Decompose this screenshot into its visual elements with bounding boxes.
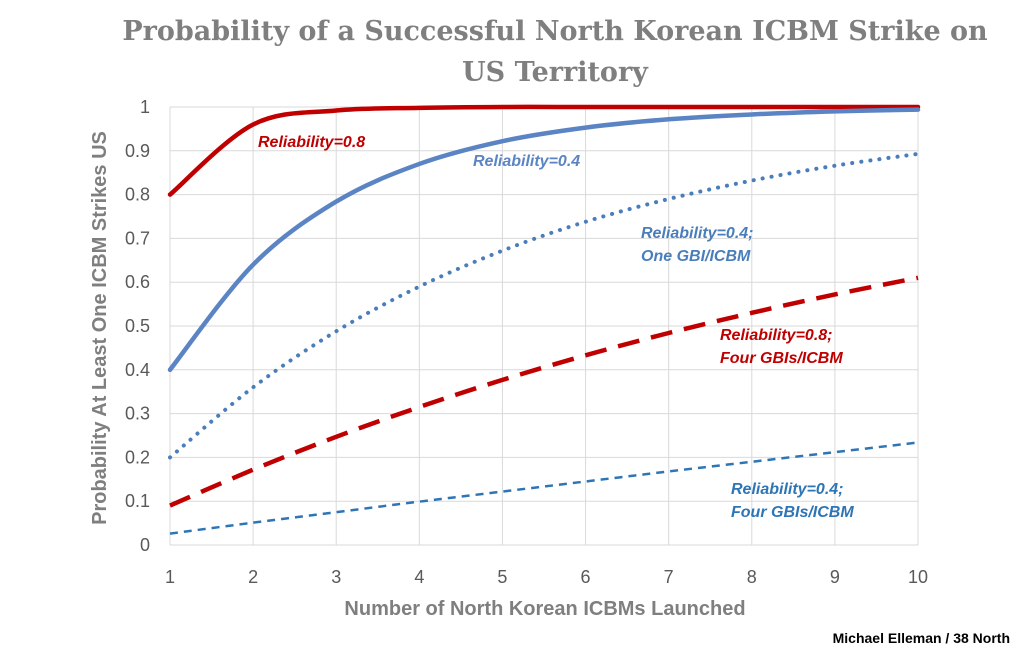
credit-text: Michael Elleman / 38 North xyxy=(833,630,1010,646)
series-label-1-line-0: Reliability=0.4 xyxy=(473,153,580,170)
x-axis-label: Number of North Korean ICBMs Launched xyxy=(344,598,745,620)
y-tick-label: 1 xyxy=(140,97,150,117)
y-axis-label: Probability At Least One ICBM Strikes US xyxy=(89,131,111,525)
series-label-2-line-1: One GBI/ICBM xyxy=(641,248,751,265)
x-tick-label: 2 xyxy=(248,567,258,587)
y-tick-label: 0.7 xyxy=(125,228,150,248)
x-axis-ticks: 1 2 3 4 5 6 7 8 9 10 xyxy=(165,567,928,587)
x-tick-label: 10 xyxy=(908,567,928,587)
series-label-3-line-0: Reliability=0.8; xyxy=(720,327,833,344)
y-tick-label: 0.6 xyxy=(125,272,150,292)
series-group xyxy=(167,104,921,535)
x-tick-label: 8 xyxy=(747,567,757,587)
y-tick-label: 0.4 xyxy=(125,360,150,380)
x-tick-label: 6 xyxy=(581,567,591,587)
series-line-0 xyxy=(167,104,921,197)
series-label-0-line-0: Reliability=0.8 xyxy=(258,134,365,151)
y-tick-label: 0.1 xyxy=(125,491,150,511)
chart-title-line-2: US Territory xyxy=(462,57,649,88)
x-tick-label: 4 xyxy=(414,567,424,587)
series-label-2-line-0: Reliability=0.4; xyxy=(641,225,754,242)
x-tick-label: 1 xyxy=(165,567,175,587)
y-axis-ticks: 0 0.1 0.2 0.3 0.4 0.5 0.6 0.7 0.8 0.9 1 xyxy=(125,97,150,555)
y-tick-label: 0.2 xyxy=(125,447,150,467)
y-tick-label: 0 xyxy=(140,535,150,555)
series-label-4-line-1: Four GBIs/ICBM xyxy=(731,504,854,521)
x-tick-label: 7 xyxy=(664,567,674,587)
y-tick-label: 0.5 xyxy=(125,316,150,336)
series-line-3 xyxy=(169,275,919,508)
y-tick-label: 0.8 xyxy=(125,185,150,205)
x-tick-label: 5 xyxy=(497,567,507,587)
series-label-4-line-0: Reliability=0.4; xyxy=(731,481,844,498)
series-line-1 xyxy=(167,107,921,373)
chart-title-line-1: Probability of a Successful North Korean… xyxy=(122,16,988,47)
series-line-2 xyxy=(168,151,920,460)
y-tick-label: 0.3 xyxy=(125,404,150,424)
gridlines xyxy=(169,106,919,546)
series-label-3-line-1: Four GBIs/ICBM xyxy=(720,350,843,367)
x-tick-label: 3 xyxy=(331,567,341,587)
y-tick-label: 0.9 xyxy=(125,141,150,161)
series-labels: Reliability=0.8 Reliability=0.4 Reliabilit… xyxy=(258,134,854,521)
x-tick-label: 9 xyxy=(830,567,840,587)
